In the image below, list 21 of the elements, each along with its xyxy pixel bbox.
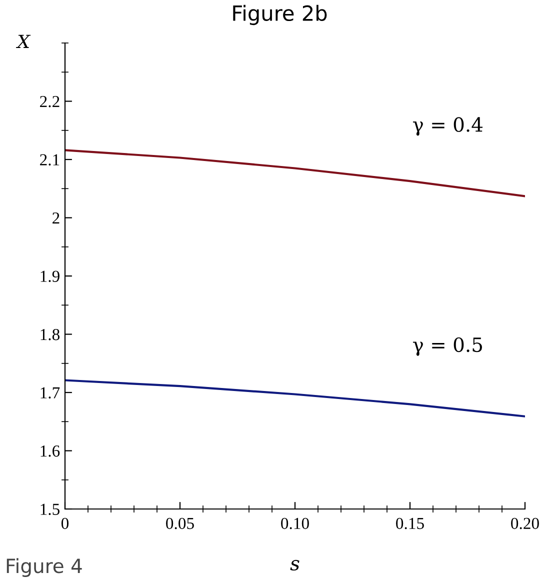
chart-title: Figure 2b xyxy=(233,4,327,26)
y-tick-label: 1.9 xyxy=(40,270,60,282)
annotation: γ = 0.5 xyxy=(413,337,482,356)
y-axis-title: X xyxy=(16,34,31,48)
x-axis-title: s xyxy=(290,560,300,571)
y-tick-label: 1.7 xyxy=(40,387,60,399)
caption: Figure 4 xyxy=(6,558,82,577)
y-tick-label: 2 xyxy=(52,212,60,224)
x-tick-label: 0.20 xyxy=(511,518,539,530)
y-tick-label: 1.5 xyxy=(40,504,60,516)
y-tick-label: 2.1 xyxy=(40,154,60,166)
line-series xyxy=(65,379,525,418)
x-tick-label: 0.05 xyxy=(166,518,194,530)
y-tick-label: 2.2 xyxy=(40,96,60,108)
annotation: γ = 0.4 xyxy=(413,117,483,136)
line-series xyxy=(65,149,525,198)
y-tick-label: 1.8 xyxy=(40,328,60,340)
y-tick-label: 1.6 xyxy=(40,445,60,457)
x-tick-label: 0.10 xyxy=(281,518,309,530)
x-tick-label: 0.15 xyxy=(396,518,424,530)
x-tick-label: 0 xyxy=(61,518,69,530)
